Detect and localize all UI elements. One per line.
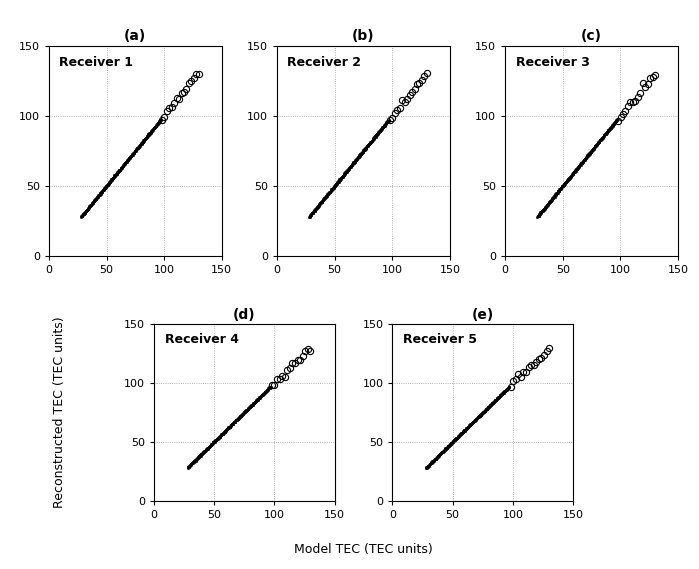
Title: (d): (d)	[233, 308, 255, 322]
Text: Receiver 5: Receiver 5	[403, 333, 477, 346]
Text: Model TEC (TEC units): Model TEC (TEC units)	[294, 543, 433, 555]
Title: (b): (b)	[352, 29, 375, 43]
Text: Receiver 4: Receiver 4	[165, 333, 238, 346]
Text: Receiver 1: Receiver 1	[59, 56, 134, 69]
Title: (e): (e)	[472, 308, 494, 322]
Text: Receiver 2: Receiver 2	[287, 56, 361, 69]
Title: (c): (c)	[581, 29, 602, 43]
Text: Receiver 3: Receiver 3	[516, 56, 589, 69]
Title: (a): (a)	[124, 29, 147, 43]
Text: Reconstructed TEC (TEC units): Reconstructed TEC (TEC units)	[53, 317, 66, 508]
